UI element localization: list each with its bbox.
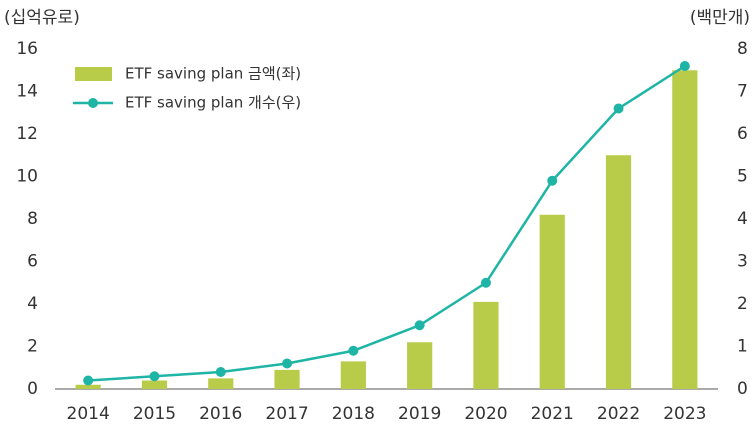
x-tick-label: 2022 [597,404,640,424]
bar [208,378,234,389]
x-tick-label: 2015 [133,404,176,424]
bar [672,70,698,389]
line-point [679,61,690,71]
y-tick-label: 12 [16,124,38,144]
x-tick-label: 2020 [464,404,507,424]
y-tick-label: 16 [16,39,38,59]
y2-tick-label: 7 [737,82,748,102]
line-point [414,320,425,331]
bar [539,214,565,389]
line-point [613,103,624,114]
x-tick-label: 2016 [199,404,242,424]
y-tick-label: 0 [27,379,38,399]
line-point [547,175,558,186]
y2-tick-label: 3 [737,252,748,272]
y2-axis-label: (백만개) [690,8,750,28]
bar [274,369,300,389]
legend-label: ETF saving plan 개수(우) [125,94,301,112]
line-point [348,345,359,356]
line-point [83,375,94,386]
x-tick-label: 2021 [531,404,574,424]
x-tick-label: 2017 [265,404,308,424]
y2-tick-label: 1 [737,337,748,357]
y-axis-label: (십억유로) [4,8,80,28]
x-tick-label: 2023 [663,404,706,424]
bar [141,380,168,389]
y2-tick-label: 6 [737,124,748,144]
y2-tick-label: 4 [737,209,748,229]
y2-tick-label: 8 [737,39,748,59]
line [88,64,686,382]
y-tick-label: 8 [27,209,38,229]
line-point [282,358,293,369]
bar [473,301,499,389]
bar [407,342,433,389]
y-tick-label: 14 [16,82,38,102]
bar [605,155,632,389]
line-point [149,371,160,382]
y2-tick-label: 0 [737,379,748,399]
bar [75,384,101,389]
line-point [480,277,491,288]
legend-label: ETF saving plan 금액(좌) [125,65,301,83]
y2-tick-label: 2 [737,294,748,314]
y-tick-label: 6 [27,252,38,272]
x-tick-label: 2014 [67,404,110,424]
legend-marker [88,98,98,108]
y-tick-label: 4 [27,294,38,314]
x-tick-label: 2018 [332,404,375,424]
y-tick-label: 2 [27,337,38,357]
y2-tick-label: 5 [737,167,748,187]
legend-swatch [75,67,112,81]
bar [340,361,366,389]
y-tick-label: 10 [16,167,38,187]
line-point [215,367,226,377]
x-tick-label: 2019 [398,404,441,424]
